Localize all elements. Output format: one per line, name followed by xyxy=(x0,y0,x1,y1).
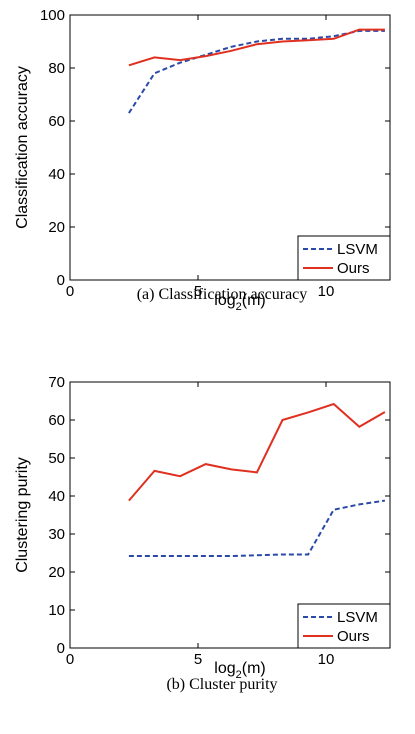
legend-label-ours: Ours xyxy=(337,628,370,645)
chart-panel-2: 0 5 10 0 10 20 30 40 50 60 70 log2(m) Clustering pur… xyxy=(14,374,391,693)
legend-box xyxy=(297,603,391,649)
y-tick-label: 70 xyxy=(48,374,65,391)
y-tick-label: 60 xyxy=(48,412,65,429)
legend-label-lsvm: LSVM xyxy=(337,609,378,626)
y-tick-label: 40 xyxy=(48,166,65,183)
figure-caption: (b) Cluster purity xyxy=(166,676,277,693)
x-axis-label-subscript: 2 xyxy=(236,669,242,681)
x-axis-label-rest: (m) xyxy=(242,292,266,309)
x-tick-label: 10 xyxy=(318,283,335,300)
y-tick-label: 60 xyxy=(48,113,65,130)
x-tick-label: 5 xyxy=(194,283,202,300)
y-tick-label: 30 xyxy=(48,526,65,543)
x-tick-label: 0 xyxy=(66,283,74,300)
legend-label-ours: Ours xyxy=(337,260,370,277)
x-axis-label-subscript: 2 xyxy=(236,301,242,313)
legend-box xyxy=(297,235,391,281)
series-line-lsvm xyxy=(128,499,386,557)
y-tick-label: 80 xyxy=(48,60,65,77)
y-tick-label: 20 xyxy=(48,219,65,236)
figure-caption: (a) Classification accuracy xyxy=(137,286,308,303)
y-tick-label: 40 xyxy=(48,488,65,505)
y-tick-label: 100 xyxy=(40,7,65,24)
plot-area-box xyxy=(69,14,391,281)
x-axis-label-base: log xyxy=(214,292,235,309)
x-axis-label: log2(m) xyxy=(214,660,265,681)
y-axis-label: Classification accuracy xyxy=(14,66,31,229)
y-tick-label: 10 xyxy=(48,602,65,619)
x-tick-label: 10 xyxy=(318,651,335,668)
y-tick-label: 20 xyxy=(48,564,65,581)
legend-label-lsvm: LSVM xyxy=(337,241,378,258)
x-tick-label: 5 xyxy=(194,651,202,668)
series-line-ours xyxy=(128,28,385,67)
y-tick-label: 0 xyxy=(57,640,65,657)
series-line-lsvm xyxy=(128,29,385,114)
y-tick-label: 50 xyxy=(48,450,65,467)
x-axis-label-base: log xyxy=(214,660,235,677)
x-axis-label: log2(m) xyxy=(214,292,265,313)
legend: LSVM Ours xyxy=(297,235,391,281)
y-axis-label: Clustering purity xyxy=(14,457,31,573)
plot-area-box xyxy=(69,381,391,649)
legend: LSVM Ours xyxy=(297,603,391,649)
y-tick-label: 0 xyxy=(57,272,65,289)
x-axis-label-rest: (m) xyxy=(242,660,266,677)
series-line-ours xyxy=(128,402,386,502)
x-tick-label: 0 xyxy=(66,651,74,668)
